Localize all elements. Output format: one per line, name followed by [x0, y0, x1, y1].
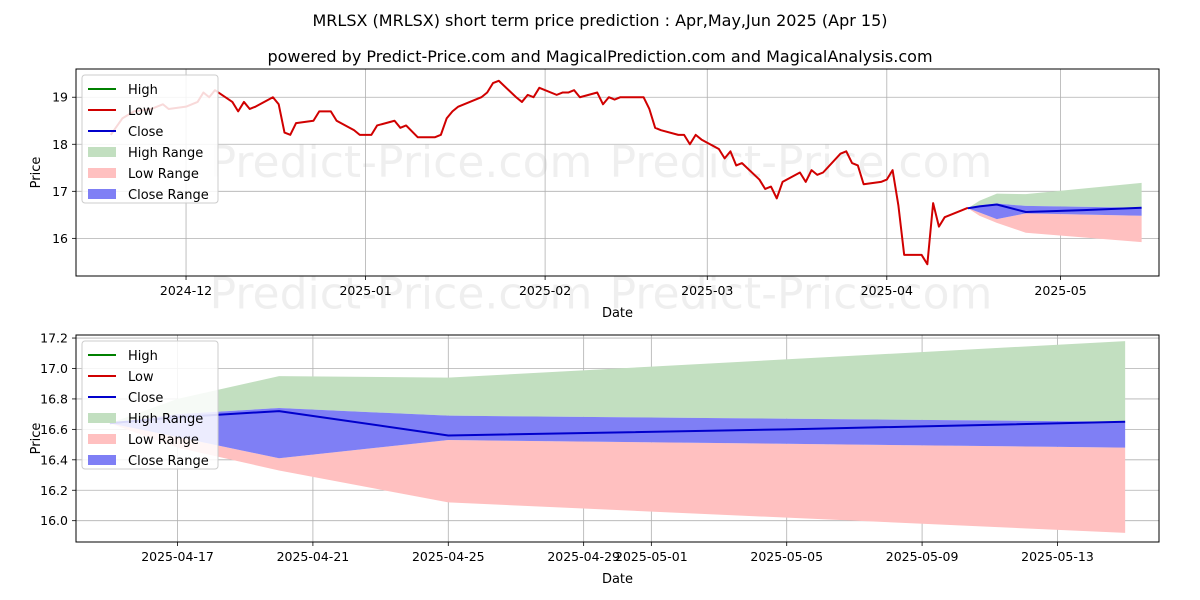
legend-swatch-patch — [88, 168, 116, 178]
x-tick-label: 2025-03 — [681, 283, 733, 298]
legend: High Low Close High Range Low Range Close Ran… — [81, 340, 219, 470]
x-tick-label: 2025-04-29 — [547, 549, 620, 564]
x-tick-label: 2025-04 — [861, 283, 913, 298]
watermark-text: Predict-Price.com — [610, 268, 993, 319]
legend-label: Low Range — [128, 433, 199, 448]
y-tick-label: 16.8 — [40, 391, 68, 406]
y-tick-label: 16.6 — [40, 422, 68, 437]
y-tick-label: 19 — [52, 90, 68, 105]
x-tick-label: 2025-04-17 — [141, 549, 214, 564]
top-panel: Predict-Price.com Predict-Price.com Predic… — [29, 68, 1160, 321]
x-tick-label: 2025-02 — [519, 283, 571, 298]
x-tick-label: 2025-05-13 — [1021, 549, 1094, 564]
legend-label: Low — [128, 370, 154, 385]
legend-label: High — [128, 349, 158, 364]
chart-title: MRLSX (MRLSX) short term price predictio… — [312, 11, 887, 30]
high-range-band — [109, 341, 1126, 424]
legend-label: High Range — [128, 412, 203, 427]
y-axis-label: Price — [29, 157, 44, 189]
low-range-band — [967, 208, 1142, 243]
watermark-text: Predict-Price.com — [210, 268, 593, 319]
x-axis-label: Date — [602, 572, 633, 587]
legend-label: High Range — [128, 146, 203, 161]
y-tick-label: 16.0 — [40, 513, 68, 528]
x-tick-label: 2025-04-21 — [277, 549, 350, 564]
y-tick-label: 17.2 — [40, 331, 68, 346]
legend-swatch-patch — [88, 147, 116, 157]
legend-swatch-patch — [88, 189, 116, 199]
y-tick-label: 17 — [52, 184, 68, 199]
x-tick-label: 2025-05-01 — [615, 549, 688, 564]
legend-label: High — [128, 83, 158, 98]
legend-label: Low — [128, 104, 154, 119]
legend-swatch-patch — [88, 455, 116, 465]
x-tick-label: 2025-04-25 — [412, 549, 485, 564]
x-axis-label: Date — [602, 306, 633, 321]
plot-frame — [75, 334, 1160, 543]
watermark-text: Predict-Price.com — [210, 137, 593, 188]
legend-label: Close Range — [128, 454, 209, 469]
high-range-band — [967, 182, 1142, 209]
legend-label: Close — [128, 391, 163, 406]
x-tick-label: 2025-05 — [1034, 283, 1086, 298]
y-axis-label: Price — [29, 423, 44, 455]
bottom-panel: Predict-Price.comPredict-Price.com2025-0… — [29, 331, 1160, 587]
legend-label: Low Range — [128, 167, 199, 182]
legend-label: Close Range — [128, 188, 209, 203]
low-range-band — [109, 423, 1126, 533]
legend: High Low Close High Range Low Range Close Ran… — [81, 74, 219, 204]
x-tick-label: 2025-01 — [339, 283, 391, 298]
legend-label: Close — [128, 125, 163, 140]
legend-swatch-patch — [88, 434, 116, 444]
x-tick-label: 2024-12 — [160, 283, 212, 298]
y-tick-label: 18 — [52, 137, 68, 152]
x-tick-label: 2025-05-09 — [886, 549, 959, 564]
plot-frame — [75, 68, 1160, 277]
watermark-text: Predict-Price.com — [610, 137, 993, 188]
low-series-line — [109, 79, 969, 266]
y-tick-label: 16.4 — [40, 452, 68, 467]
y-tick-label: 16.2 — [40, 483, 68, 498]
chart-subtitle: powered by Predict-Price.com and Magical… — [267, 47, 932, 66]
legend-swatch-patch — [88, 413, 116, 423]
y-tick-label: 17.0 — [40, 361, 68, 376]
x-tick-label: 2025-05-05 — [750, 549, 823, 564]
close-series-line — [967, 203, 1142, 214]
y-tick-label: 16 — [52, 231, 68, 246]
